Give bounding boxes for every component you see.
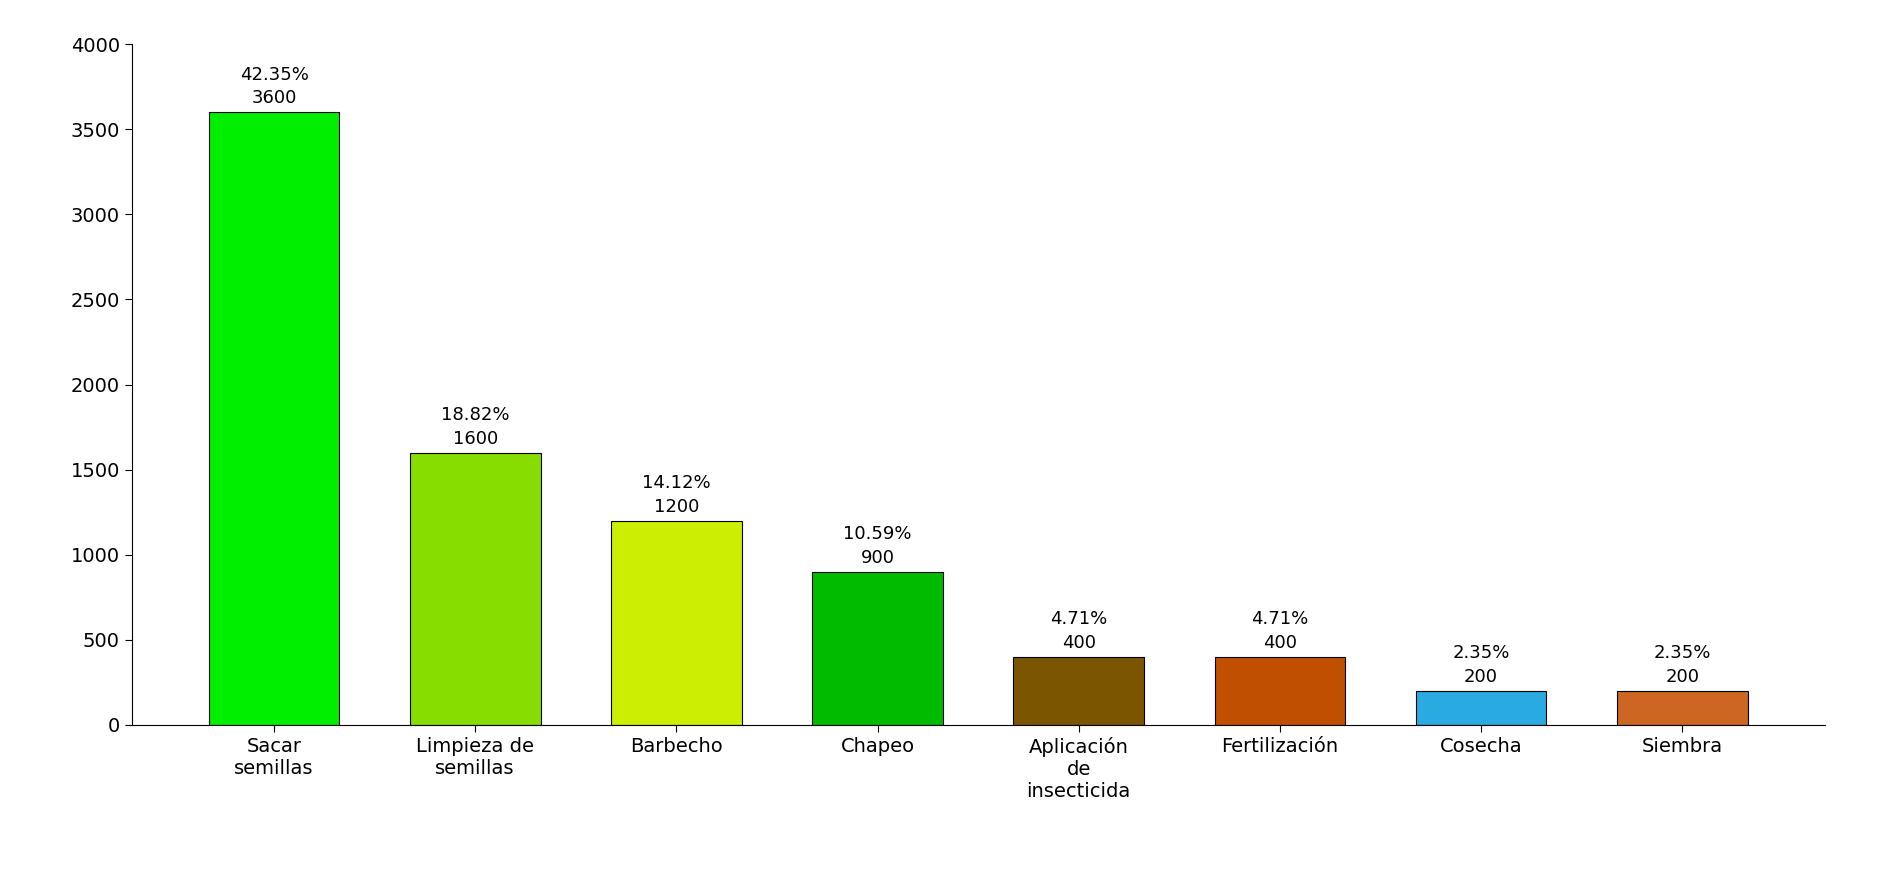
Text: 14.12%
1200: 14.12% 1200 <box>641 474 711 515</box>
Text: 4.71%
400: 4.71% 400 <box>1250 610 1308 652</box>
Text: 4.71%
400: 4.71% 400 <box>1049 610 1107 652</box>
Text: 2.35%
200: 2.35% 200 <box>1451 644 1510 686</box>
Bar <box>410 453 540 725</box>
Bar <box>1617 691 1747 725</box>
Text: 42.35%
3600: 42.35% 3600 <box>239 65 308 107</box>
Bar <box>1013 657 1143 725</box>
Bar <box>209 112 338 725</box>
Text: 18.82%
1600: 18.82% 1600 <box>440 406 509 447</box>
Bar <box>1214 657 1344 725</box>
Text: 10.59%
900: 10.59% 900 <box>842 525 912 567</box>
Text: 2.35%
200: 2.35% 200 <box>1653 644 1711 686</box>
Bar <box>812 572 942 725</box>
Bar <box>1416 691 1545 725</box>
Bar <box>611 521 741 725</box>
